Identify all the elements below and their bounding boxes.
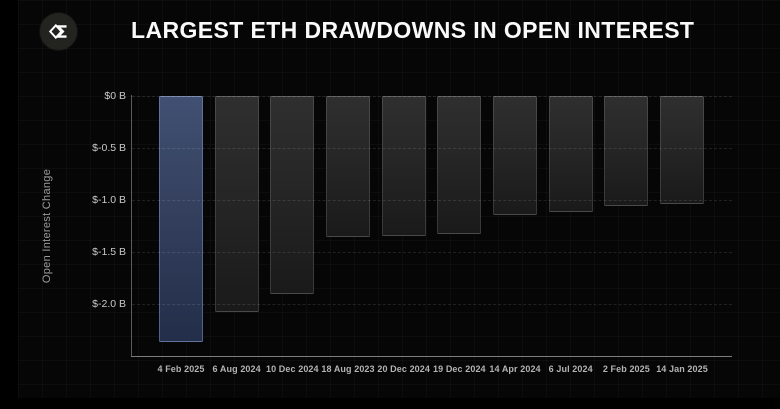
x-tick-label: 19 Dec 2024 xyxy=(433,364,486,374)
gridline xyxy=(132,148,732,149)
chart-panel: LARGEST ETH DRAWDOWNS IN OPEN INTEREST O… xyxy=(18,0,780,398)
x-tick-label: 14 Apr 2024 xyxy=(489,364,541,374)
y-tick-label: $0 B xyxy=(104,90,126,102)
y-axis-title: Open Interest Change xyxy=(41,168,53,284)
y-tick-label: $-1.5 B xyxy=(92,246,126,258)
y-tick-label: $-0.5 B xyxy=(92,142,126,154)
x-tick-label: 6 Jul 2024 xyxy=(548,364,593,374)
bar-6-jul-2024[interactable] xyxy=(548,96,593,213)
sigma-diamond-icon xyxy=(48,23,67,40)
x-tick-label: 2 Feb 2025 xyxy=(602,364,650,374)
x-axis-line xyxy=(131,356,732,357)
bar-20-dec-2024[interactable] xyxy=(381,96,426,237)
x-tick-label: 10 Dec 2024 xyxy=(266,364,319,374)
y-tick-label: $-2.0 B xyxy=(92,298,126,310)
gridline xyxy=(132,304,732,305)
bar-2-feb-2025[interactable] xyxy=(604,96,649,207)
bar-19-dec-2024[interactable] xyxy=(437,96,482,235)
bar-6-aug-2024[interactable] xyxy=(214,96,259,313)
bar-18-aug-2023[interactable] xyxy=(326,96,370,238)
brand-logo[interactable] xyxy=(40,13,77,50)
x-tick-label: 14 Jan 2025 xyxy=(656,364,708,374)
x-tick-label: 18 Aug 2023 xyxy=(321,364,375,374)
bar-14-apr-2024[interactable] xyxy=(493,96,538,215)
chart-title: LARGEST ETH DRAWDOWNS IN OPEN INTEREST xyxy=(131,17,695,43)
gridline xyxy=(132,252,732,253)
bar-14-jan-2025[interactable] xyxy=(660,96,705,205)
gridline xyxy=(132,96,732,97)
x-tick-label: 6 Aug 2024 xyxy=(212,364,261,374)
gridline xyxy=(132,200,732,201)
bar-10-dec-2024[interactable] xyxy=(270,96,315,294)
x-tick-label: 20 Dec 2024 xyxy=(377,364,430,374)
x-tick-label: 4 Feb 2025 xyxy=(157,364,205,374)
y-tick-label: $-1.0 B xyxy=(92,194,126,206)
bar-4-feb-2025[interactable] xyxy=(159,96,203,343)
y-axis-line xyxy=(131,95,132,356)
